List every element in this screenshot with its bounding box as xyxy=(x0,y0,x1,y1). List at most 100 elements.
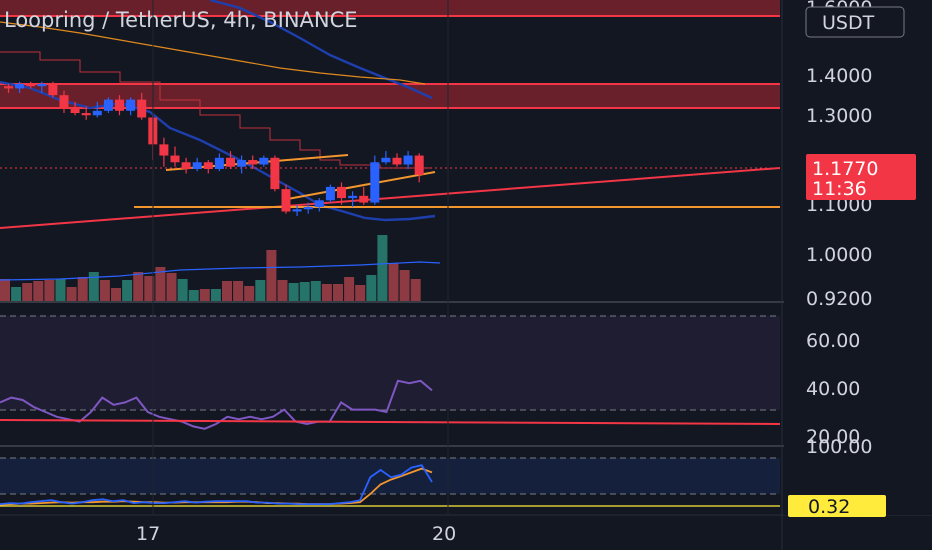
candle-body xyxy=(103,99,113,111)
volume-bar xyxy=(244,286,255,301)
volume-bar xyxy=(299,282,310,301)
volume-bar xyxy=(210,289,221,301)
candle-body xyxy=(403,155,413,165)
volume-bar xyxy=(388,263,399,301)
candlesticks xyxy=(4,81,424,216)
price-label-0.9200: 0.9200 xyxy=(806,288,872,310)
stepped-trailing-line xyxy=(0,51,432,169)
volume-bar xyxy=(144,276,155,301)
volume-bar xyxy=(66,287,77,301)
chart-title: Loopring / TetherUS, 4h, BINANCE xyxy=(4,8,358,32)
volume-bar xyxy=(410,279,421,301)
price-label-1.0000: 1.0000 xyxy=(806,244,872,266)
stochastic-pane[interactable] xyxy=(0,457,780,507)
candle-body xyxy=(59,95,69,109)
volume-bar xyxy=(233,281,244,301)
candle-body xyxy=(226,157,235,167)
candle-body xyxy=(314,200,324,208)
resistance-zone-top xyxy=(0,0,780,16)
volume-bar xyxy=(355,285,366,301)
price-label-1.4000: 1.4000 xyxy=(806,65,872,87)
volume-bar xyxy=(222,281,232,301)
volume-bar xyxy=(99,280,110,301)
candle-body xyxy=(92,110,102,116)
volume-bar xyxy=(333,284,343,301)
volume-bar xyxy=(77,277,88,301)
volume-bar xyxy=(88,272,99,301)
candle-body xyxy=(348,195,358,199)
time-label-20: 20 xyxy=(432,523,456,545)
candle-body xyxy=(381,157,391,163)
candle-body xyxy=(70,108,80,114)
price-axis-background xyxy=(784,0,932,515)
volume-bar xyxy=(377,235,388,301)
candle-body xyxy=(214,157,224,169)
volume-bar xyxy=(111,288,121,301)
candle-body xyxy=(259,157,269,165)
time-label-17: 17 xyxy=(136,523,160,545)
candle-body xyxy=(48,83,58,96)
volume-bars xyxy=(0,235,421,301)
rsi-label-60: 60.00 xyxy=(806,330,860,352)
price-pane[interactable]: Loopring / TetherUS, 4h, BINANCE xyxy=(0,0,781,301)
candle-body xyxy=(414,155,424,175)
candle-body xyxy=(115,99,124,111)
candle-body xyxy=(4,86,13,89)
candle-body xyxy=(37,83,47,87)
volume-bar xyxy=(321,284,332,301)
last-price-badge xyxy=(806,154,916,200)
volume-bar xyxy=(366,275,377,301)
volume-bar xyxy=(122,280,133,301)
trendline-red-ascending xyxy=(0,167,781,229)
volume-bar xyxy=(266,250,277,301)
price-axis[interactable]: 1.6000 USDT 1.4000 1.3000 1.1000 1.0000 … xyxy=(781,0,932,550)
candle-body xyxy=(26,83,36,87)
volume-bar xyxy=(0,279,10,301)
candle-body xyxy=(237,160,247,167)
volume-bar xyxy=(255,280,266,301)
candle-body xyxy=(137,99,147,118)
rsi-red-horizontal xyxy=(0,419,781,425)
volume-bar xyxy=(310,281,321,301)
volume-bar xyxy=(133,272,144,301)
candle-body xyxy=(203,162,213,169)
candle-body xyxy=(303,207,313,210)
candle-body xyxy=(192,162,202,169)
candle-body xyxy=(392,157,402,165)
candle-body xyxy=(248,160,258,165)
candle-body xyxy=(170,155,180,163)
rsi-label-20: 20.00 xyxy=(806,426,860,448)
stoch-k-line xyxy=(0,464,433,506)
currency-badge[interactable] xyxy=(805,6,905,38)
volume-ma-line xyxy=(0,261,441,281)
bar-countdown: 11:36 xyxy=(812,178,867,200)
volume-bar xyxy=(399,270,410,301)
moving-average-orange xyxy=(0,21,426,85)
currency-label: USDT xyxy=(822,12,875,34)
volume-bar xyxy=(288,283,299,301)
volume-bar xyxy=(199,289,210,301)
candle-body xyxy=(159,144,169,156)
stoch-value: 0.32 xyxy=(808,496,850,518)
candle-body xyxy=(325,186,335,201)
candle-body xyxy=(270,157,280,190)
candle-body xyxy=(281,189,291,212)
rsi-pane[interactable] xyxy=(0,315,781,430)
volume-bar xyxy=(55,279,66,301)
volume-bar xyxy=(166,273,177,301)
stoch-label-100: 100.00 xyxy=(806,436,872,458)
candle-body xyxy=(359,195,369,203)
candle-body xyxy=(15,83,25,89)
rsi-band-background xyxy=(0,316,780,410)
candle-body xyxy=(292,209,302,212)
candle-body xyxy=(337,186,346,199)
volume-bar xyxy=(22,283,33,301)
candle-body xyxy=(81,113,91,116)
rsi-label-40: 40.00 xyxy=(806,378,860,400)
volume-bar xyxy=(177,279,188,301)
volume-bar xyxy=(33,281,44,301)
candle-body xyxy=(126,99,136,111)
volume-bar xyxy=(11,287,22,301)
